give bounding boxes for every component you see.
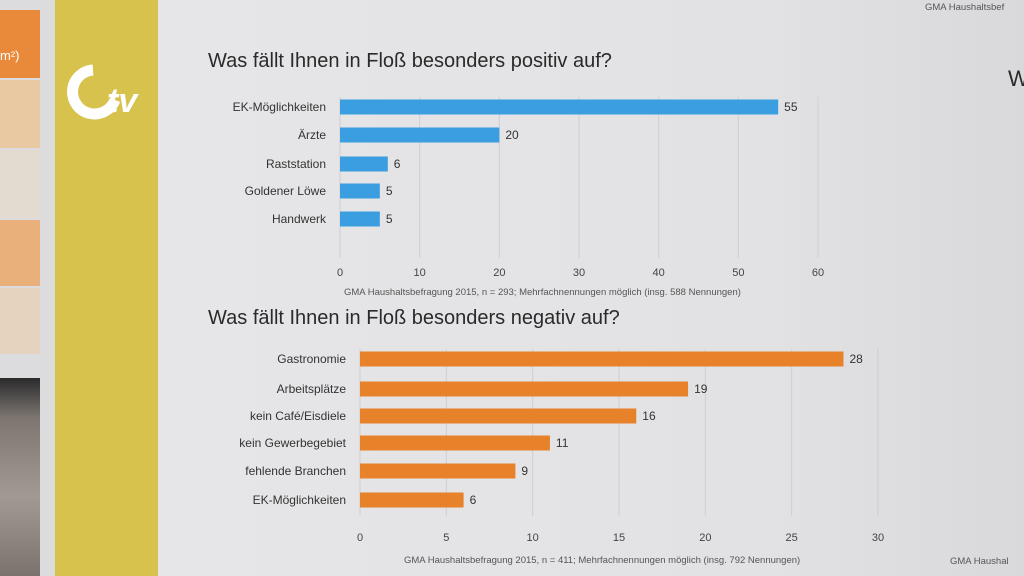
chart-2-bar: [360, 381, 689, 397]
chart-1-tick-label: 30: [573, 267, 585, 279]
chart-2-category-label: kein Gewerbegebiet: [239, 436, 346, 450]
chart-1-bar: [340, 156, 388, 172]
panel-beige: [0, 288, 40, 354]
chart-2-category-label: EK-Möglichkeiten: [253, 493, 346, 507]
chart-2-bar: [360, 435, 550, 451]
background-slide-panel: m²): [0, 0, 55, 576]
chart-1-bar: [340, 99, 779, 115]
chart-2-data-label: 9: [521, 464, 528, 478]
chart-1-tick-label: 60: [812, 267, 824, 279]
chart-1-tick-label: 40: [653, 267, 665, 279]
chart-1-category-label: Ärzte: [298, 128, 326, 142]
chart-2-tick-label: 0: [357, 532, 363, 544]
chart-1-tick-label: 0: [337, 267, 343, 279]
chart-1-data-label: 6: [394, 157, 401, 171]
chart-2-data-label: 11: [556, 436, 569, 450]
chart-1-title: Was fällt Ihnen in Floß besonders positi…: [208, 50, 612, 72]
left-panel-text: m²): [0, 48, 20, 63]
chart-1-data-label: 5: [386, 212, 393, 226]
chart-2-source: GMA Haushaltsbefragung 2015, n = 411; Me…: [404, 555, 801, 566]
photo-thumbnail: [0, 378, 40, 576]
panel-orange-light: [0, 220, 40, 286]
chart-2-title: Was fällt Ihnen in Floß besonders negati…: [208, 307, 620, 329]
chart-2-bar: [360, 351, 844, 367]
chart-2-category-label: fehlende Branchen: [245, 464, 346, 478]
chart-2-bar: [360, 463, 516, 479]
chart-1-bar: [340, 183, 380, 199]
chart-2-tick-label: 25: [786, 532, 798, 544]
chart-2-data-label: 19: [694, 382, 708, 396]
chart-2-bar: [360, 408, 637, 424]
footer-source-fragment: GMA Haushal: [950, 556, 1009, 567]
chart-1-tick-label: 10: [414, 267, 426, 279]
chart-2-tick-label: 5: [443, 532, 449, 544]
chart-2-category-label: kein Café/Eisdiele: [250, 409, 346, 423]
panel-light: [0, 80, 40, 148]
chart-1-tick-label: 20: [493, 267, 505, 279]
chart-1-bar: [340, 211, 380, 227]
slide: [158, 0, 1024, 576]
chart-1-bar: [340, 127, 500, 143]
chart-1-source: GMA Haushaltsbefragung 2015, n = 293; Me…: [344, 287, 741, 298]
chart-1-category-label: Raststation: [266, 157, 326, 171]
chart-2-tick-label: 15: [613, 532, 625, 544]
chart-1-category-label: Handwerk: [272, 212, 327, 226]
otv-logo: tv: [67, 64, 139, 120]
svg-text:tv: tv: [107, 82, 139, 120]
chart-2-data-label: 6: [470, 493, 477, 507]
chart-2-data-label: 28: [849, 352, 863, 366]
panel-lighter: [0, 150, 40, 218]
orange-panel: m²): [0, 10, 40, 78]
chart-2-bar: [360, 492, 464, 508]
chart-1-data-label: 20: [505, 128, 519, 142]
chart-2-tick-label: 30: [872, 532, 884, 544]
chart-1-category-label: EK-Möglichkeiten: [233, 100, 326, 114]
chart-2-category-label: Gastronomie: [277, 352, 346, 366]
chart-1-data-label: 5: [386, 184, 393, 198]
chart-1-tick-label: 50: [732, 267, 744, 279]
chart-1-data-label: 55: [784, 100, 798, 114]
chart-2-data-label: 16: [642, 409, 656, 423]
chart-2-tick-label: 10: [527, 532, 539, 544]
chart-1-category-label: Goldener Löwe: [245, 184, 327, 198]
right-title-fragment: W: [1008, 66, 1024, 91]
chart-2-category-label: Arbeitsplätze: [277, 382, 347, 396]
header-source-fragment: GMA Haushaltsbef: [925, 2, 1005, 13]
chart-2-tick-label: 20: [699, 532, 711, 544]
